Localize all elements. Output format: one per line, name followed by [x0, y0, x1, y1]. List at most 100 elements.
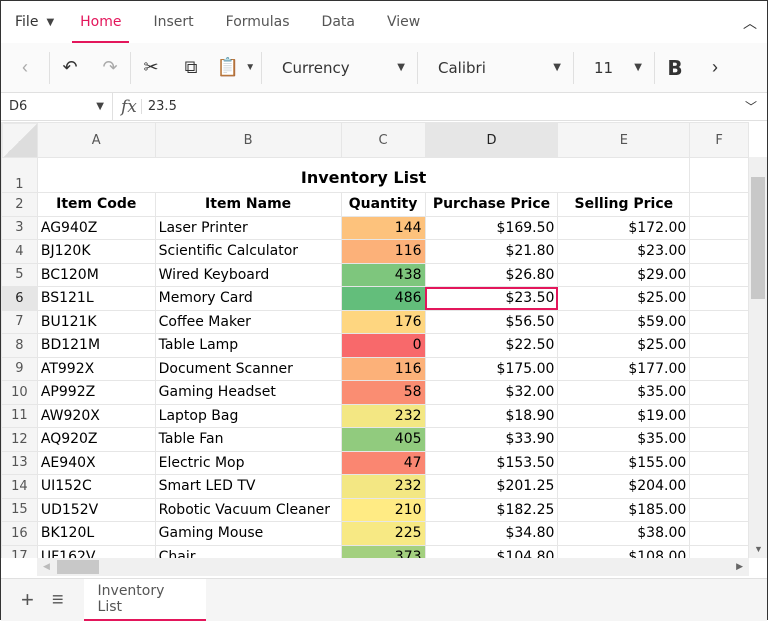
row-header[interactable]: 14: [1, 474, 38, 499]
item-code-cell[interactable]: BK120L: [36, 521, 156, 546]
function-icon[interactable]: fx: [121, 96, 137, 117]
quantity-cell[interactable]: 176: [340, 309, 426, 334]
row-header[interactable]: 7: [1, 309, 38, 334]
selling-price-cell[interactable]: $25.00: [557, 286, 691, 311]
row-header[interactable]: 8: [1, 333, 38, 358]
font-name-dropdown[interactable]: Calibri ▼: [418, 43, 573, 93]
selling-price-cell[interactable]: $155.00: [557, 450, 691, 475]
row-header[interactable]: 1: [1, 157, 38, 193]
item-name-cell[interactable]: Electric Mop: [154, 450, 342, 475]
quantity-cell[interactable]: 116: [340, 239, 426, 264]
selling-price-cell[interactable]: $29.00: [557, 262, 691, 287]
cell[interactable]: [689, 239, 749, 264]
cut-icon[interactable]: ✂: [143, 57, 159, 77]
item-code-cell[interactable]: BS121L: [36, 286, 156, 311]
name-box[interactable]: D6 ▼: [1, 92, 113, 121]
quantity-cell[interactable]: 144: [340, 215, 426, 240]
selling-price-cell[interactable]: $204.00: [557, 474, 691, 499]
horizontal-scrollbar[interactable]: ◀ ▶: [37, 558, 749, 576]
cell[interactable]: [689, 215, 749, 240]
font-size-dropdown[interactable]: 11 ▼: [574, 43, 654, 93]
item-code-cell[interactable]: AT992X: [36, 356, 156, 381]
tab-view[interactable]: View: [386, 14, 421, 30]
cell[interactable]: [689, 544, 749, 558]
cell[interactable]: [689, 309, 749, 334]
item-name-cell[interactable]: Chair: [154, 544, 342, 558]
column-header-e[interactable]: E: [557, 122, 691, 158]
tab-home[interactable]: Home: [72, 1, 130, 43]
item-code-cell[interactable]: BC120M: [36, 262, 156, 287]
header-cell[interactable]: Quantity: [340, 192, 426, 217]
quantity-cell[interactable]: 210: [340, 497, 426, 522]
scroll-thumb[interactable]: [751, 177, 765, 299]
quantity-cell[interactable]: 47: [340, 450, 426, 475]
cell[interactable]: [689, 333, 749, 358]
vertical-scrollbar[interactable]: ▼: [749, 157, 767, 558]
cell[interactable]: [689, 497, 749, 522]
formula-input[interactable]: 23.5: [140, 99, 745, 114]
quantity-cell[interactable]: 438: [340, 262, 426, 287]
tab-insert[interactable]: Insert: [153, 14, 194, 30]
row-header[interactable]: 9: [1, 356, 38, 381]
item-name-cell[interactable]: Gaming Headset: [154, 380, 342, 405]
quantity-cell[interactable]: 486: [340, 286, 426, 311]
header-cell[interactable]: Item Name: [154, 192, 342, 217]
item-code-cell[interactable]: AW920X: [36, 403, 156, 428]
quantity-cell[interactable]: 0: [340, 333, 426, 358]
cell[interactable]: [689, 262, 749, 287]
purchase-price-cell[interactable]: $104.80: [424, 544, 559, 558]
item-code-cell[interactable]: BD121M: [36, 333, 156, 358]
item-name-cell[interactable]: Gaming Mouse: [154, 521, 342, 546]
purchase-price-cell[interactable]: $23.50: [424, 286, 559, 311]
purchase-price-cell[interactable]: $56.50: [424, 309, 559, 334]
row-header[interactable]: 5: [1, 262, 38, 287]
purchase-price-cell[interactable]: $34.80: [424, 521, 559, 546]
item-code-cell[interactable]: UI152C: [36, 474, 156, 499]
row-header[interactable]: 11: [1, 403, 38, 428]
selling-price-cell[interactable]: $35.00: [557, 380, 691, 405]
quantity-cell[interactable]: 373: [340, 544, 426, 558]
selling-price-cell[interactable]: $19.00: [557, 403, 691, 428]
cell[interactable]: [689, 192, 749, 217]
row-header[interactable]: 4: [1, 239, 38, 264]
item-name-cell[interactable]: Laser Printer: [154, 215, 342, 240]
cell[interactable]: [689, 403, 749, 428]
item-code-cell[interactable]: AQ920Z: [36, 427, 156, 452]
item-name-cell[interactable]: Wired Keyboard: [154, 262, 342, 287]
tab-data[interactable]: Data: [321, 14, 355, 30]
item-code-cell[interactable]: AP992Z: [36, 380, 156, 405]
purchase-price-cell[interactable]: $175.00: [424, 356, 559, 381]
item-name-cell[interactable]: Document Scanner: [154, 356, 342, 381]
undo-icon[interactable]: ↶: [62, 57, 78, 77]
scroll-right-icon[interactable]: ›: [712, 57, 718, 77]
spreadsheet-grid[interactable]: A B C D E F 1 Inventory List 2 Item Code Item Name…: [1, 122, 749, 558]
selling-price-cell[interactable]: $172.00: [557, 215, 691, 240]
cell[interactable]: [689, 474, 749, 499]
selling-price-cell[interactable]: $59.00: [557, 309, 691, 334]
purchase-price-cell[interactable]: $169.50: [424, 215, 559, 240]
selling-price-cell[interactable]: $35.00: [557, 427, 691, 452]
column-header-b[interactable]: B: [154, 122, 342, 158]
row-header[interactable]: 2: [1, 192, 38, 217]
cell[interactable]: [689, 427, 749, 452]
row-header[interactable]: 12: [1, 427, 38, 452]
row-header[interactable]: 13: [1, 450, 38, 475]
scroll-thumb[interactable]: [57, 560, 99, 574]
purchase-price-cell[interactable]: $182.25: [424, 497, 559, 522]
purchase-price-cell[interactable]: $21.80: [424, 239, 559, 264]
redo-icon[interactable]: ↷: [102, 57, 118, 77]
cell[interactable]: [689, 356, 749, 381]
item-code-cell[interactable]: AG940Z: [36, 215, 156, 240]
cell[interactable]: [689, 380, 749, 405]
column-header-a[interactable]: A: [36, 122, 156, 158]
select-all-corner[interactable]: [1, 122, 38, 158]
selling-price-cell[interactable]: $38.00: [557, 521, 691, 546]
quantity-cell[interactable]: 116: [340, 356, 426, 381]
purchase-price-cell[interactable]: $32.00: [424, 380, 559, 405]
sheet-tab-inventory-list[interactable]: Inventory List: [83, 579, 206, 621]
purchase-price-cell[interactable]: $201.25: [424, 474, 559, 499]
quantity-cell[interactable]: 232: [340, 474, 426, 499]
cell[interactable]: [689, 521, 749, 546]
cell[interactable]: [689, 450, 749, 475]
item-name-cell[interactable]: Memory Card: [154, 286, 342, 311]
